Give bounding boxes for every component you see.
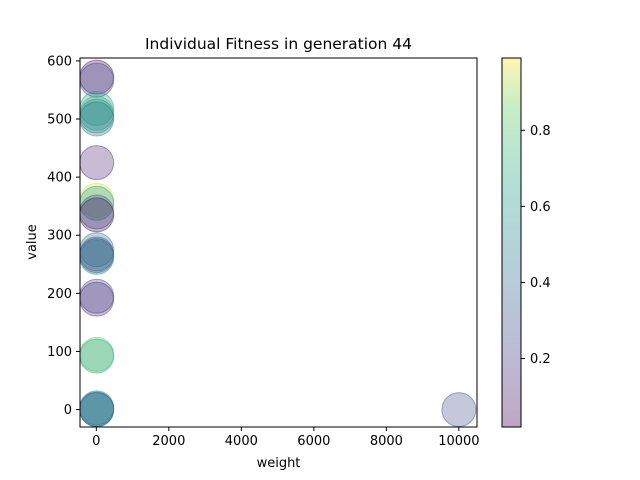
data-point-16 — [80, 281, 115, 317]
data-point-23 — [441, 392, 477, 427]
x-tick-label: 10000 — [438, 434, 479, 449]
data-point-20 — [80, 391, 115, 427]
data-point-17 — [80, 336, 115, 372]
points-layer — [80, 59, 477, 427]
x-tick-label: 4000 — [225, 434, 258, 449]
x-tick-label: 0 — [92, 434, 100, 449]
plot-frame — [79, 57, 478, 428]
x-tick-label: 8000 — [370, 434, 403, 449]
data-point-15 — [80, 278, 115, 314]
y-tick-label: 100 — [47, 345, 72, 360]
data-point-13 — [80, 238, 115, 274]
y-axis-label: value — [25, 224, 40, 260]
colorbar-tick-label: 0.6 — [530, 200, 551, 215]
data-point-7 — [80, 182, 115, 218]
y-tick-label: 500 — [47, 113, 72, 128]
x-tick-label: 6000 — [297, 434, 330, 449]
y-tick-label: 200 — [47, 287, 72, 302]
data-point-2 — [80, 91, 115, 127]
data-point-14 — [80, 239, 115, 275]
y-axis-ticks: 0 100 200 300 400 500 600 — [47, 54, 80, 418]
data-point-22 — [80, 392, 115, 427]
data-point-6 — [80, 145, 115, 181]
data-point-5 — [80, 101, 115, 137]
data-point-0 — [80, 59, 115, 95]
data-point-8 — [80, 185, 115, 221]
data-point-19 — [80, 390, 115, 426]
colorbar-tick-label: 0.8 — [530, 124, 551, 139]
data-point-4 — [80, 98, 115, 134]
data-point-11 — [80, 232, 115, 268]
data-point-3 — [80, 95, 115, 131]
y-tick-label: 300 — [47, 229, 72, 244]
colorbar-tick-label: 0.4 — [530, 276, 551, 291]
y-tick-label: 0 — [64, 403, 72, 418]
data-point-10 — [80, 197, 115, 233]
data-point-18 — [80, 338, 115, 374]
x-axis-label: weight — [257, 456, 301, 471]
colorbar-ticks: 0.2 0.4 0.6 0.8 — [521, 124, 551, 367]
chart-title: Individual Fitness in generation 44 — [145, 35, 412, 53]
colorbar-tick-label: 0.2 — [530, 352, 551, 367]
data-point-12 — [80, 236, 115, 272]
y-tick-label: 600 — [47, 54, 72, 69]
y-tick-label: 400 — [47, 171, 72, 186]
x-axis-ticks: 0 2000 4000 6000 8000 10000 — [92, 427, 480, 449]
x-tick-label: 2000 — [152, 434, 185, 449]
data-point-9 — [80, 194, 115, 230]
colorbar — [501, 57, 522, 428]
data-point-1 — [80, 62, 115, 98]
